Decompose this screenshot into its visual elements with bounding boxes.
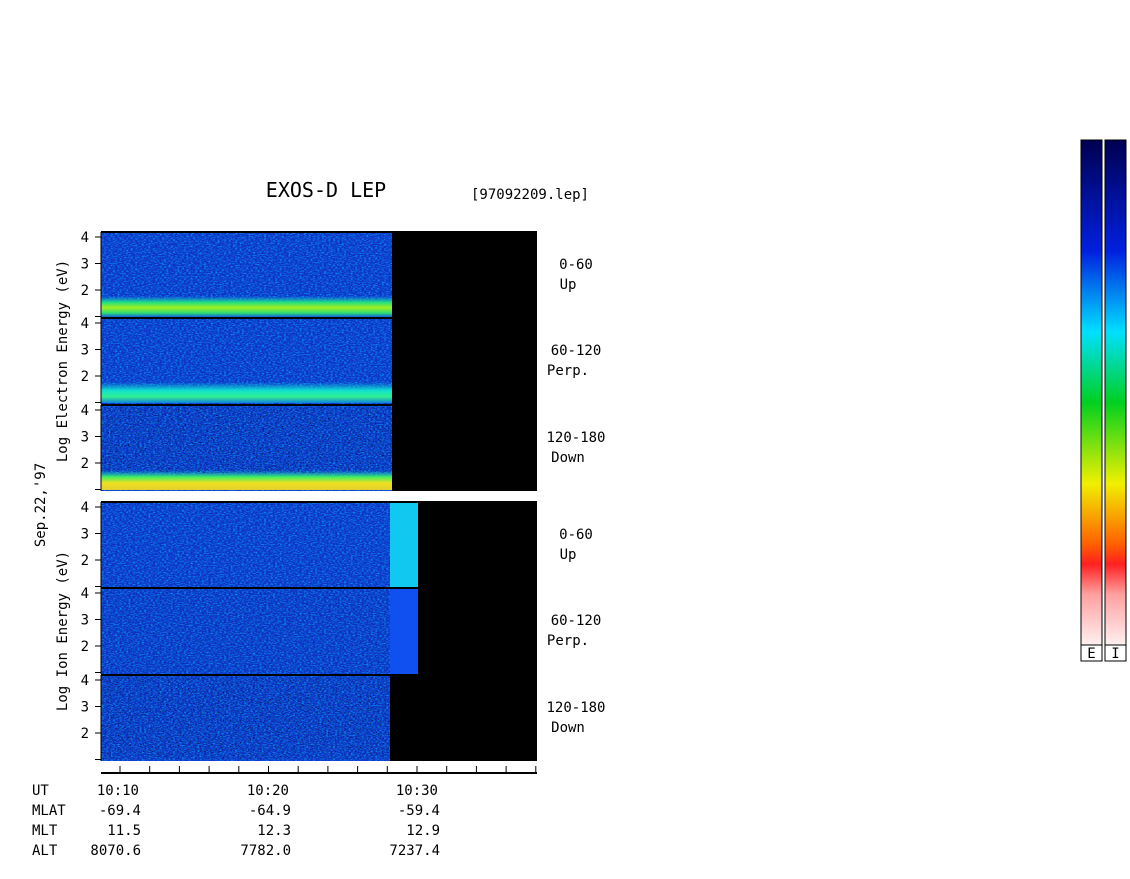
panel-angle: 120-180 <box>546 430 605 446</box>
row-label: UT <box>32 783 49 799</box>
row-value: 11.5 <box>107 823 141 839</box>
y-tick-label: 2 <box>81 283 89 299</box>
row-value: 12.3 <box>257 823 291 839</box>
row-value: -59.4 <box>398 803 440 819</box>
row-value: 7782.0 <box>240 843 291 859</box>
panel-direction: Down <box>551 450 585 466</box>
row-value: 12.9 <box>406 823 440 839</box>
panel-direction: Perp. <box>547 363 589 379</box>
color-bar <box>1104 139 1127 646</box>
row-value: 8070.6 <box>90 843 141 859</box>
spectrogram-band <box>101 382 392 403</box>
axis-label: Log Electron Energy (eV) <box>55 260 71 462</box>
panel-angle: 0-60 <box>559 527 593 543</box>
row-label: ALT <box>32 843 58 859</box>
panel-angle: 60-120 <box>551 343 602 359</box>
y-tick-label: 4 <box>81 230 89 246</box>
y-tick-label: 2 <box>81 553 89 569</box>
color-bar <box>1080 139 1103 646</box>
spectrogram-gaps <box>101 677 390 759</box>
row-value: -69.4 <box>99 803 141 819</box>
row-label: MLT <box>32 823 58 839</box>
y-tick-label: 3 <box>81 343 89 359</box>
panel-direction: Up <box>560 277 577 293</box>
panel-angle: 60-120 <box>551 613 602 629</box>
y-tick-label: 4 <box>81 316 89 332</box>
y-tick-label: 3 <box>81 527 89 543</box>
color-bar-label-box <box>1080 644 1103 662</box>
y-tick-label: 4 <box>81 500 89 516</box>
y-tick-label: 4 <box>81 673 89 689</box>
title: EXOS-D LEP <box>266 178 386 202</box>
x-tick-label: 10:20 <box>247 783 289 799</box>
spectrogram-band <box>101 470 392 490</box>
row-value: 7237.4 <box>389 843 440 859</box>
panel-direction: Down <box>551 720 585 736</box>
y-tick-label: 3 <box>81 430 89 446</box>
file-name: [97092209.lep] <box>471 187 589 203</box>
date: Sep.22,'97 <box>33 463 49 547</box>
y-tick-label: 2 <box>81 456 89 472</box>
panel-angle: 0-60 <box>559 257 593 273</box>
panel-direction: Perp. <box>547 633 589 649</box>
x-tick-label: 10:10 <box>97 783 139 799</box>
y-tick-label: 4 <box>81 403 89 419</box>
x-tick-label: 10:30 <box>396 783 438 799</box>
spectrogram-band <box>101 296 392 317</box>
y-tick-label: 3 <box>81 257 89 273</box>
color-bar-label: I <box>1111 646 1119 662</box>
y-tick-label: 2 <box>81 369 89 385</box>
spectrogram-gaps <box>101 407 392 473</box>
fill-block <box>390 588 418 674</box>
panel-direction: Up <box>560 547 577 563</box>
y-tick-label: 2 <box>81 639 89 655</box>
axis-label: Log Ion Energy (eV) <box>55 551 71 711</box>
fill-block <box>390 502 418 588</box>
y-tick-label: 3 <box>81 613 89 629</box>
y-tick-label: 4 <box>81 586 89 602</box>
row-label: MLAT <box>32 803 66 819</box>
row-value: -64.9 <box>249 803 291 819</box>
y-tick-label: 3 <box>81 700 89 716</box>
spectrogram-noise <box>101 502 390 588</box>
color-bar-label-box <box>1104 644 1127 662</box>
panel-angle: 120-180 <box>546 700 605 716</box>
y-tick-label: 2 <box>81 726 89 742</box>
color-bar-label: E <box>1087 646 1095 662</box>
spectrogram-gaps <box>101 590 390 672</box>
